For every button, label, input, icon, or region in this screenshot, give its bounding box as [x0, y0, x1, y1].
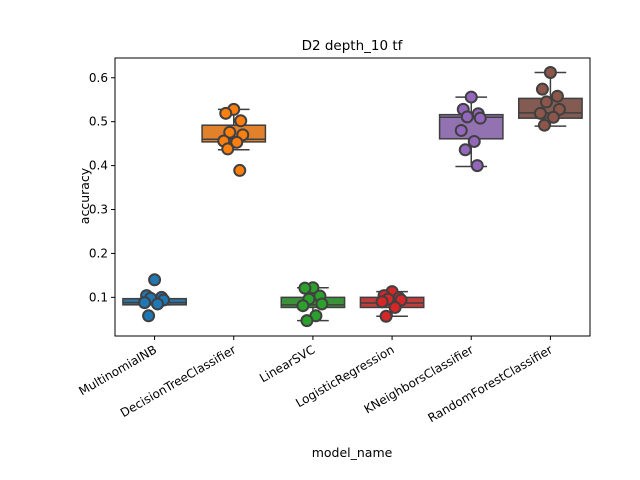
data-point — [300, 314, 314, 328]
x-axis-label: model_name — [312, 445, 393, 460]
data-point — [223, 125, 237, 139]
y-axis-label: accuracy — [77, 167, 92, 224]
data-point — [151, 297, 165, 311]
plot-area — [122, 65, 583, 328]
data-point — [233, 163, 247, 177]
category-group — [518, 65, 583, 132]
data-point — [298, 281, 312, 295]
category-group — [122, 273, 187, 323]
axes-frame — [114, 57, 591, 337]
data-point — [379, 309, 393, 323]
data-point — [546, 110, 560, 124]
data-point — [375, 295, 389, 309]
data-point — [148, 273, 162, 287]
data-point — [388, 300, 402, 314]
data-point — [296, 299, 310, 313]
y-tick-label: 0.6 — [89, 71, 108, 85]
data-point — [470, 159, 484, 173]
chart-title: D2 depth_10 tf — [302, 38, 404, 54]
y-tick-label: 0.2 — [89, 246, 108, 260]
data-point — [460, 110, 474, 124]
category-group — [359, 285, 425, 323]
x-tick-label: RandomForestClassifier — [426, 342, 555, 425]
x-tick-label: LinearSVC — [257, 342, 317, 385]
data-point — [234, 114, 248, 128]
data-point — [454, 123, 468, 137]
data-point — [550, 89, 564, 103]
category-group — [280, 281, 346, 328]
category-group — [438, 90, 504, 173]
data-point — [142, 309, 156, 323]
x-tick-label: MultinomiaINB — [76, 342, 159, 398]
data-point — [458, 143, 472, 157]
axes: D2 depth_10 tf model_name accuracy 0.1 0.… — [76, 38, 591, 460]
y-tick-label: 0.5 — [89, 115, 108, 129]
data-point — [219, 106, 233, 120]
y-tick-label: 0.4 — [89, 159, 108, 173]
data-point — [138, 296, 152, 310]
data-point — [221, 142, 235, 156]
data-point — [315, 297, 329, 311]
y-tick-label: 0.3 — [89, 203, 108, 217]
data-point — [464, 90, 478, 104]
data-point — [543, 65, 557, 79]
data-point — [537, 118, 551, 132]
data-point — [539, 95, 553, 109]
data-point — [473, 111, 487, 125]
data-point — [533, 106, 547, 120]
y-tick-label: 0.1 — [89, 290, 108, 304]
data-point — [535, 82, 549, 96]
data-point — [467, 134, 481, 148]
category-group — [201, 102, 267, 177]
data-point — [230, 135, 244, 149]
